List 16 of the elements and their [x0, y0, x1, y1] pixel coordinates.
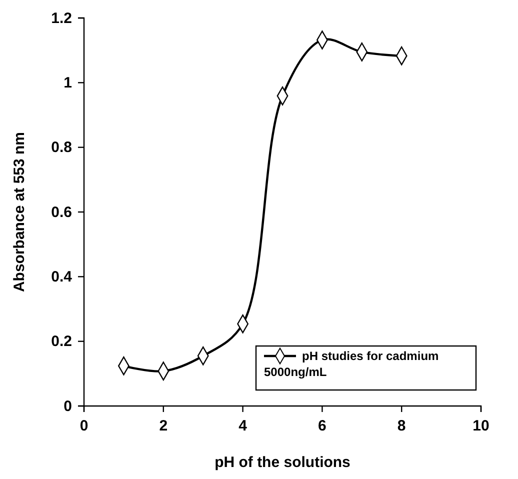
- x-tick-label: 8: [397, 418, 406, 435]
- y-tick-label: 1: [64, 74, 72, 92]
- y-tick-label: 0.4: [51, 268, 73, 286]
- x-tick-label: 2: [159, 418, 168, 435]
- x-tick-label: 0: [80, 418, 88, 435]
- y-tick-label: 1.2: [51, 10, 72, 27]
- y-tick-label: 0.8: [51, 139, 72, 156]
- x-axis-title: pH of the solutions: [214, 454, 350, 471]
- legend-label: pH studies for cadmium 5000ng/mL: [264, 349, 439, 379]
- y-tick-label: 0.2: [51, 333, 72, 350]
- y-axis-title: Absorbance at 553 nm: [11, 132, 28, 292]
- x-tick-label: 6: [318, 418, 326, 435]
- y-tick-label: 0.6: [51, 204, 72, 221]
- y-tick-label: 0: [64, 398, 72, 415]
- x-tick-label: 4: [238, 418, 248, 435]
- x-tick-label: 10: [472, 418, 490, 435]
